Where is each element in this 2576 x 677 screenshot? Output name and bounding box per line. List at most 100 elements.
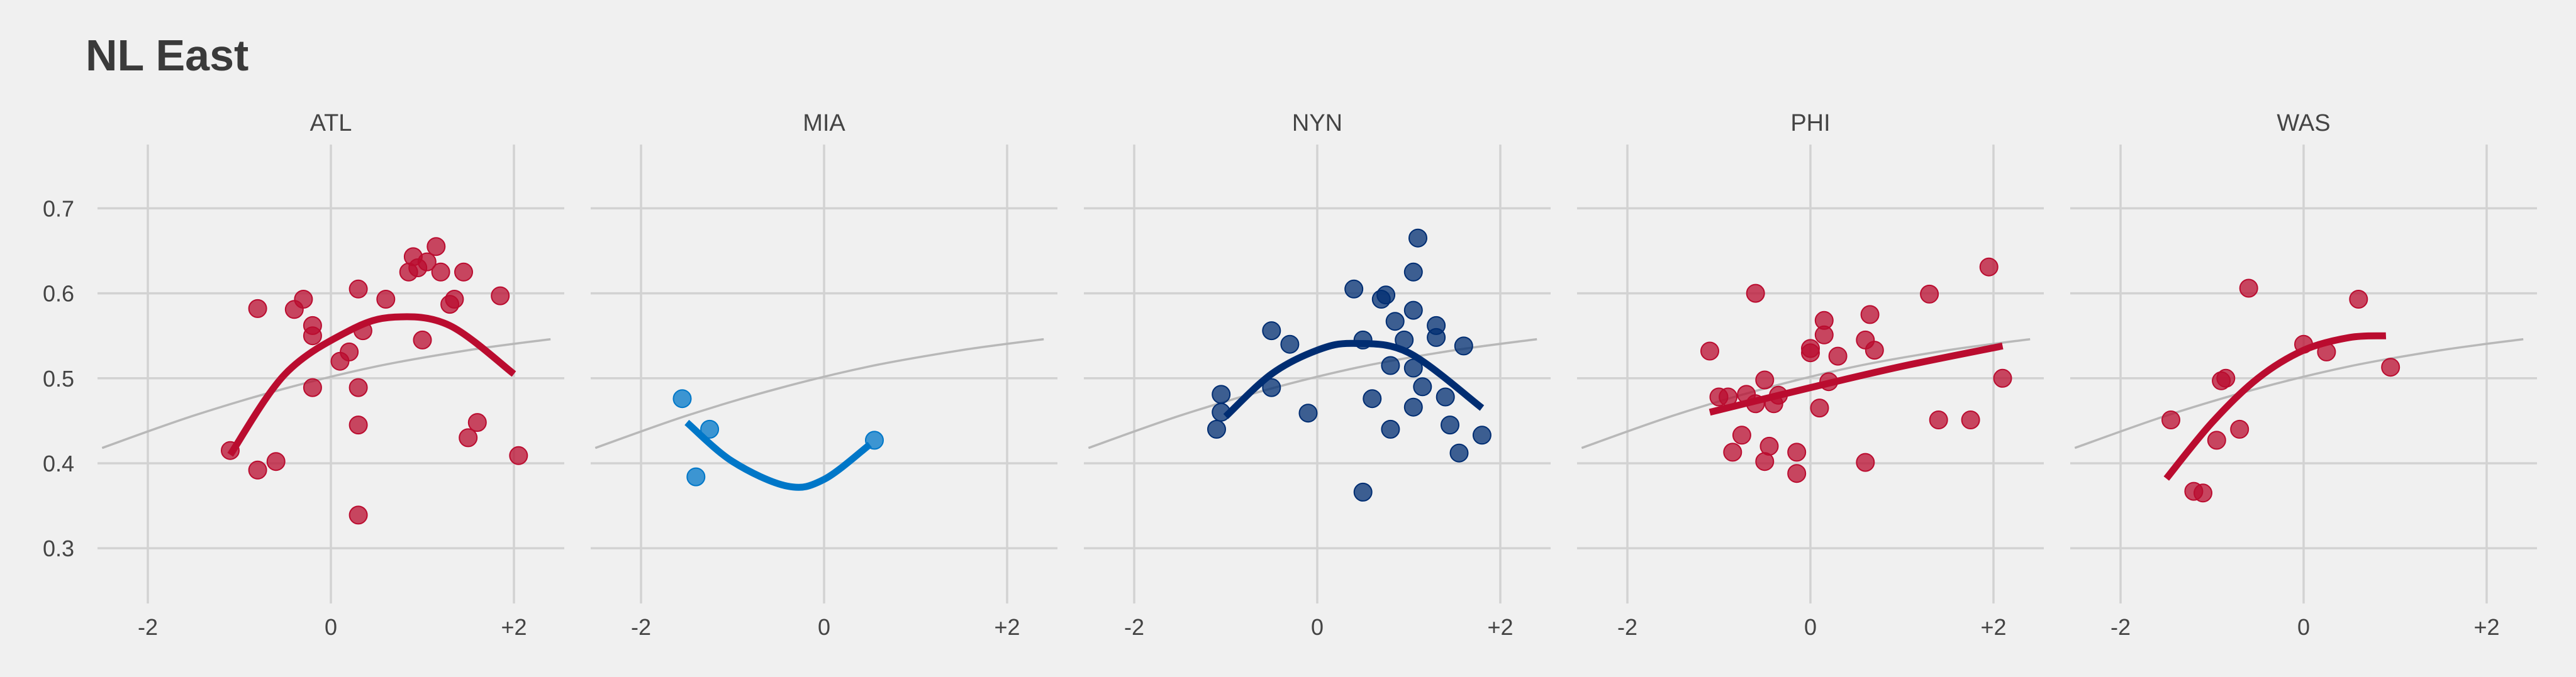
- data-point: [303, 378, 322, 397]
- data-point: [431, 262, 450, 282]
- data-point: [1709, 387, 1729, 407]
- data-point: [413, 330, 432, 350]
- data-point: [1828, 346, 1848, 366]
- x-tick-label: +2: [1980, 614, 2006, 640]
- data-point: [1810, 399, 1829, 418]
- data-point: [1363, 389, 1382, 409]
- data-point: [672, 389, 692, 409]
- facet-label: NYN: [1292, 110, 1342, 136]
- data-point: [1207, 419, 1226, 439]
- data-point: [1376, 285, 1396, 305]
- data-point: [1865, 341, 1884, 360]
- x-tick-label: 0: [2297, 614, 2310, 640]
- data-point: [1403, 300, 1423, 320]
- x-tick-label: -2: [1124, 614, 1144, 640]
- data-point: [248, 460, 267, 480]
- facet-label: MIA: [803, 110, 845, 136]
- x-tick-label: +2: [2473, 614, 2499, 640]
- data-point: [1381, 356, 1400, 375]
- x-tick-label: -2: [1617, 614, 1637, 640]
- data-point: [2194, 483, 2212, 503]
- data-point: [1408, 228, 1427, 248]
- data-point: [2216, 368, 2236, 388]
- y-tick-label: 0.5: [43, 366, 74, 392]
- facet-phi: PHI -2 0 +2: [1577, 110, 2044, 640]
- fit-curve: [1223, 339, 1485, 419]
- x-tick-label: 0: [325, 614, 337, 640]
- data-point: [1413, 377, 1432, 397]
- facet-mia: MIA -2 0 +2: [591, 110, 1057, 640]
- data-point: [2161, 410, 2180, 429]
- data-point: [1212, 385, 1231, 404]
- facet-atl: ATL -2 0 +2: [98, 110, 564, 640]
- fit-curve: [2163, 332, 2387, 481]
- data-point: [1700, 341, 1719, 361]
- reference-curve: [101, 338, 551, 449]
- fit-curve: [1709, 343, 2004, 416]
- x-tick-label: -2: [138, 614, 158, 640]
- reference-curve: [594, 338, 1044, 449]
- data-point: [467, 413, 487, 432]
- x-tick-label: 0: [818, 614, 830, 640]
- reference-curve: [1581, 338, 2031, 449]
- data-point: [1801, 343, 1820, 363]
- data-point: [454, 262, 473, 282]
- x-tick-label: 0: [1311, 614, 1324, 640]
- data-point: [700, 419, 720, 439]
- data-point: [1472, 426, 1492, 445]
- data-point: [1723, 443, 1742, 462]
- data-point: [1961, 410, 1980, 429]
- y-tick-label: 0.7: [43, 195, 74, 221]
- data-point: [1262, 378, 1281, 397]
- y-tick-label: 0.3: [43, 536, 74, 561]
- fit-curve: [227, 313, 516, 457]
- facets: ATL -2 0 +2 MIA -2 0 +2 NYN -2 0 +2 PHI -2 0 +2 WAS -2 0 +2: [98, 110, 2537, 640]
- data-point: [1298, 404, 1318, 423]
- data-point: [686, 467, 706, 487]
- data-point: [2381, 358, 2400, 377]
- data-point: [1454, 336, 1473, 356]
- data-point: [1353, 482, 1373, 502]
- data-point: [1920, 284, 1939, 304]
- x-tick-label: -2: [631, 614, 651, 640]
- data-point: [348, 505, 368, 525]
- data-point: [1441, 416, 1459, 435]
- facet-nyn: NYN -2 0 +2: [1084, 110, 1551, 640]
- data-point: [1814, 311, 1834, 330]
- data-point: [1787, 443, 1807, 462]
- data-point: [1381, 419, 1400, 439]
- data-point: [1856, 453, 1875, 472]
- data-point: [1746, 283, 1765, 303]
- fit-curve: [684, 419, 873, 491]
- data-point: [348, 279, 368, 299]
- data-point: [1262, 321, 1281, 341]
- data-point: [2230, 419, 2250, 439]
- data-point: [2349, 290, 2368, 309]
- data-point: [1403, 397, 1423, 417]
- reference-curve: [2074, 338, 2524, 449]
- data-point: [459, 428, 478, 448]
- data-point: [294, 290, 313, 309]
- data-point: [417, 252, 437, 272]
- data-point: [348, 378, 368, 397]
- data-point: [1787, 464, 1807, 483]
- facet-was: WAS -2 0 +2: [2070, 110, 2537, 640]
- data-point: [427, 237, 446, 256]
- x-tick-label: +2: [1487, 614, 1513, 640]
- data-point: [1929, 410, 1948, 429]
- data-point: [1755, 370, 1775, 390]
- y-tick-label: 0.6: [43, 281, 74, 307]
- x-tick-label: -2: [2110, 614, 2131, 640]
- data-point: [445, 290, 464, 309]
- data-point: [266, 452, 286, 471]
- data-point: [865, 431, 884, 450]
- data-point: [1403, 262, 1423, 282]
- data-point: [1280, 334, 1300, 354]
- data-point: [1979, 257, 1999, 277]
- x-tick-label: +2: [994, 614, 1020, 640]
- data-point: [1449, 443, 1469, 463]
- facet-label: ATL: [310, 110, 352, 136]
- data-point: [1427, 327, 1446, 347]
- facet-label: WAS: [2277, 110, 2330, 136]
